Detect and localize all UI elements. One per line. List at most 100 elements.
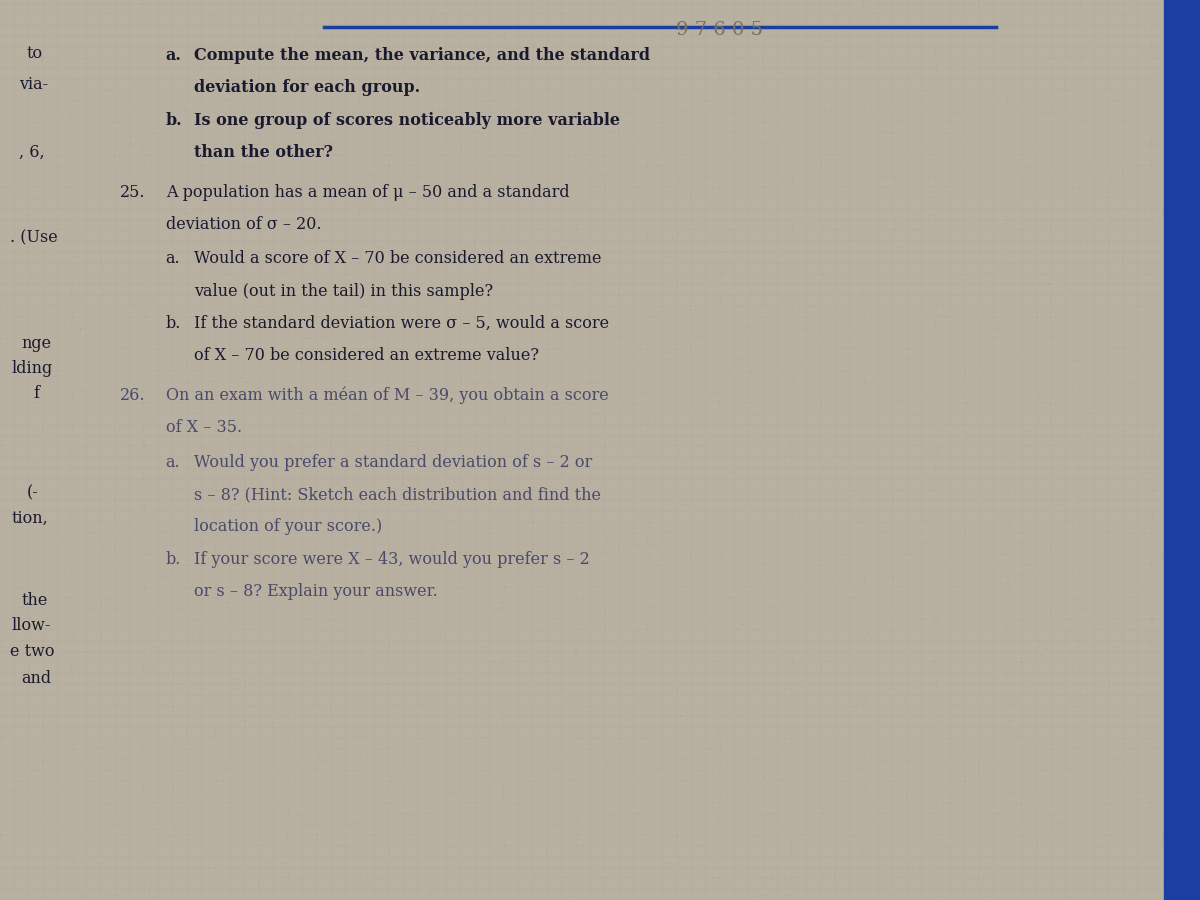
Point: [959, 835, 978, 850]
Point: [1184, 754, 1200, 769]
Point: [596, 440, 616, 454]
Point: [632, 731, 652, 745]
Point: [328, 19, 347, 33]
Point: [822, 102, 841, 116]
Point: [794, 320, 814, 335]
Point: [930, 440, 949, 454]
Point: [1080, 614, 1099, 628]
Point: [364, 457, 383, 472]
Point: [294, 495, 313, 509]
Point: [31, 739, 50, 753]
Point: [62, 305, 82, 320]
Point: [416, 859, 436, 873]
Point: [215, 306, 234, 320]
Point: [314, 137, 334, 151]
Point: [86, 0, 106, 9]
Point: [308, 827, 328, 842]
Point: [481, 495, 500, 509]
Text: Compute the mean, the variance, and the standard: Compute the mean, the variance, and the …: [194, 47, 650, 64]
Point: [956, 15, 976, 30]
Point: [1134, 445, 1153, 459]
Point: [590, 167, 610, 182]
Point: [772, 66, 791, 80]
Point: [656, 280, 676, 294]
Point: [499, 63, 518, 77]
Point: [52, 641, 71, 655]
Point: [742, 286, 761, 301]
Point: [734, 778, 754, 792]
Point: [946, 699, 965, 714]
Point: [1097, 54, 1116, 68]
Point: [103, 554, 122, 569]
Point: [133, 435, 152, 449]
Point: [821, 229, 840, 243]
Point: [149, 889, 168, 900]
Point: [134, 437, 154, 452]
Point: [1051, 82, 1070, 96]
Point: [864, 793, 883, 807]
Point: [379, 842, 398, 856]
Point: [600, 22, 619, 37]
Point: [1156, 466, 1175, 481]
Point: [701, 227, 720, 241]
Point: [1070, 0, 1090, 12]
Point: [1153, 829, 1172, 843]
Point: [923, 3, 942, 17]
Point: [746, 356, 766, 371]
Point: [535, 53, 554, 68]
Point: [486, 720, 505, 734]
Point: [768, 891, 787, 900]
Point: [848, 761, 868, 776]
Point: [108, 156, 127, 170]
Point: [746, 850, 766, 865]
Point: [845, 652, 864, 667]
Point: [1091, 372, 1110, 386]
Point: [704, 328, 724, 342]
Point: [907, 393, 926, 408]
Point: [877, 220, 896, 234]
Point: [725, 81, 744, 95]
Point: [718, 590, 737, 604]
Point: [908, 98, 928, 112]
Point: [174, 558, 193, 572]
Point: [54, 315, 73, 329]
Point: [272, 893, 292, 900]
Point: [110, 339, 130, 354]
Point: [208, 846, 227, 860]
Point: [287, 238, 306, 253]
Point: [715, 53, 734, 68]
Text: , 6,: , 6,: [19, 144, 44, 161]
Point: [461, 103, 480, 117]
Point: [598, 807, 617, 822]
Point: [768, 0, 787, 11]
Point: [535, 58, 554, 73]
Point: [299, 329, 318, 344]
Point: [316, 328, 335, 343]
Point: [372, 458, 391, 473]
Point: [185, 612, 204, 626]
Point: [166, 822, 185, 836]
Point: [618, 291, 637, 305]
Point: [70, 292, 89, 307]
Point: [517, 358, 536, 373]
Point: [559, 491, 578, 505]
Point: [883, 559, 902, 573]
Point: [616, 608, 635, 623]
Point: [310, 30, 329, 44]
Point: [1067, 353, 1086, 367]
Point: [239, 663, 258, 678]
Point: [557, 744, 576, 759]
Point: [505, 869, 524, 884]
Point: [732, 16, 751, 31]
Point: [818, 426, 838, 440]
Point: [508, 423, 527, 437]
Point: [439, 500, 458, 514]
Point: [986, 559, 1006, 573]
Point: [742, 211, 761, 225]
Point: [467, 193, 486, 207]
Point: [1064, 662, 1084, 676]
Point: [769, 100, 788, 114]
Point: [1152, 835, 1171, 850]
Point: [12, 248, 31, 262]
Point: [631, 462, 650, 476]
